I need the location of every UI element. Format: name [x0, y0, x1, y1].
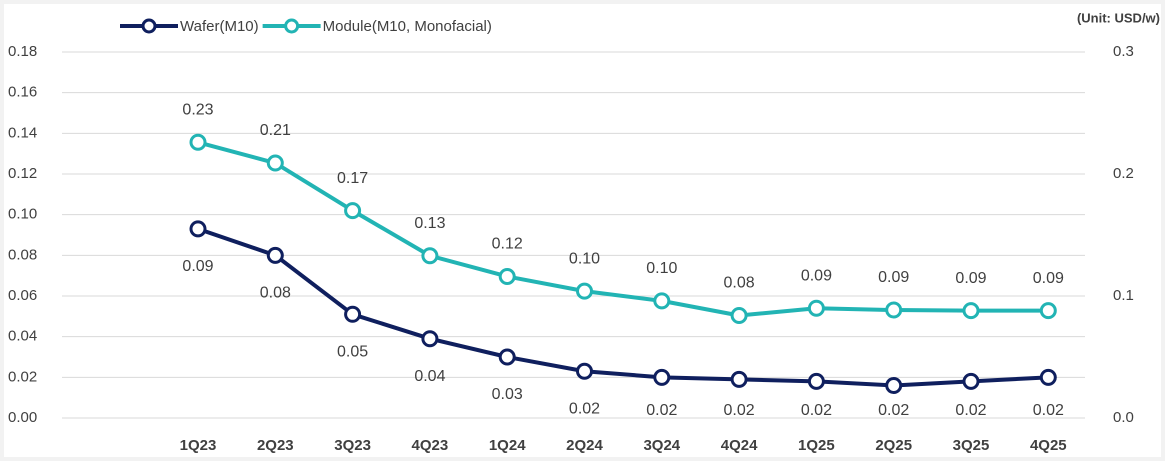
data-point: [885, 376, 903, 394]
data-point: [344, 202, 362, 220]
data-label: 0.02: [801, 402, 832, 419]
legend-label: Wafer(M10): [180, 18, 259, 35]
x-tick-label: 1Q24: [489, 437, 526, 454]
data-point: [730, 370, 748, 388]
data-label: 0.02: [724, 402, 755, 419]
data-label: 0.05: [337, 344, 368, 361]
y-tick-label: 0.16: [8, 84, 37, 101]
data-label: 0.02: [955, 402, 986, 419]
legend-label: Module(M10, Monofacial): [323, 18, 492, 35]
x-tick-label: 3Q25: [953, 437, 990, 454]
data-point: [653, 292, 671, 310]
data-label: 0.13: [414, 215, 445, 232]
unit-note: (Unit: USD/w): [1077, 10, 1160, 25]
y-tick-label: 0.12: [8, 165, 37, 182]
x-tick-label: 4Q24: [721, 437, 758, 454]
data-point: [962, 302, 980, 320]
y2-tick-label: 0.1: [1113, 287, 1134, 304]
data-point: [576, 282, 593, 300]
data-point: [1039, 368, 1057, 386]
y2-tick-label: 0.0: [1113, 409, 1134, 426]
data-label: 0.17: [337, 170, 368, 187]
x-tick-label: 2Q25: [875, 437, 912, 454]
x-tick-label: 4Q25: [1030, 437, 1067, 454]
series-line: [197, 140, 1049, 318]
data-point: [653, 368, 671, 386]
data-point: [807, 299, 825, 317]
data-point: [807, 372, 825, 390]
y-tick-label: 0.14: [8, 124, 37, 141]
data-point: [189, 133, 207, 151]
data-label: 0.02: [569, 400, 600, 417]
data-label: 0.02: [1033, 402, 1064, 419]
chart-background: [4, 4, 1161, 457]
data-point: [266, 154, 284, 172]
x-tick-label: 4Q23: [412, 437, 449, 454]
y2-tick-label: 0.2: [1113, 165, 1134, 182]
x-tick-label: 3Q23: [334, 437, 371, 454]
series-line: [197, 227, 1049, 388]
data-label: 0.09: [1033, 270, 1064, 287]
data-label: 0.12: [492, 236, 523, 253]
data-label: 0.10: [646, 260, 677, 277]
data-label: 0.23: [182, 101, 213, 118]
data-point: [498, 348, 516, 366]
data-label: 0.03: [492, 386, 523, 403]
data-label: 0.02: [878, 402, 909, 419]
y-tick-label: 0.02: [8, 368, 37, 385]
data-label: 0.21: [260, 122, 291, 139]
data-point: [962, 372, 980, 390]
data-label: 0.10: [569, 250, 600, 267]
data-point: [730, 307, 748, 325]
data-point: [576, 362, 593, 380]
data-label: 0.08: [724, 275, 755, 292]
y-tick-label: 0.00: [8, 409, 37, 426]
data-point: [421, 330, 439, 348]
data-label: 0.04: [414, 368, 445, 385]
data-point: [421, 247, 439, 265]
y2-tick-label: 0.3: [1113, 43, 1134, 60]
data-point: [344, 305, 362, 323]
data-label: 0.09: [182, 258, 213, 275]
data-label: 0.09: [801, 267, 832, 284]
x-tick-label: 2Q23: [257, 437, 294, 454]
data-point: [498, 267, 516, 285]
legend-marker: [284, 18, 300, 34]
y-tick-label: 0.08: [8, 246, 37, 263]
y-tick-label: 0.10: [8, 206, 37, 223]
x-tick-label: 2Q24: [566, 437, 603, 454]
legend-marker: [141, 18, 157, 34]
x-tick-label: 1Q25: [798, 437, 835, 454]
y-tick-label: 0.04: [8, 328, 37, 345]
data-label: 0.08: [260, 285, 291, 302]
data-label: 0.02: [646, 402, 677, 419]
data-point: [266, 246, 284, 264]
x-tick-label: 1Q23: [180, 437, 217, 454]
data-point: [1039, 302, 1057, 320]
y-tick-label: 0.06: [8, 287, 37, 304]
data-label: 0.09: [878, 269, 909, 286]
x-tick-label: 3Q24: [643, 437, 680, 454]
data-label: 0.09: [955, 270, 986, 287]
y-tick-label: 0.18: [8, 43, 37, 60]
data-point: [189, 220, 207, 238]
data-point: [885, 301, 903, 319]
